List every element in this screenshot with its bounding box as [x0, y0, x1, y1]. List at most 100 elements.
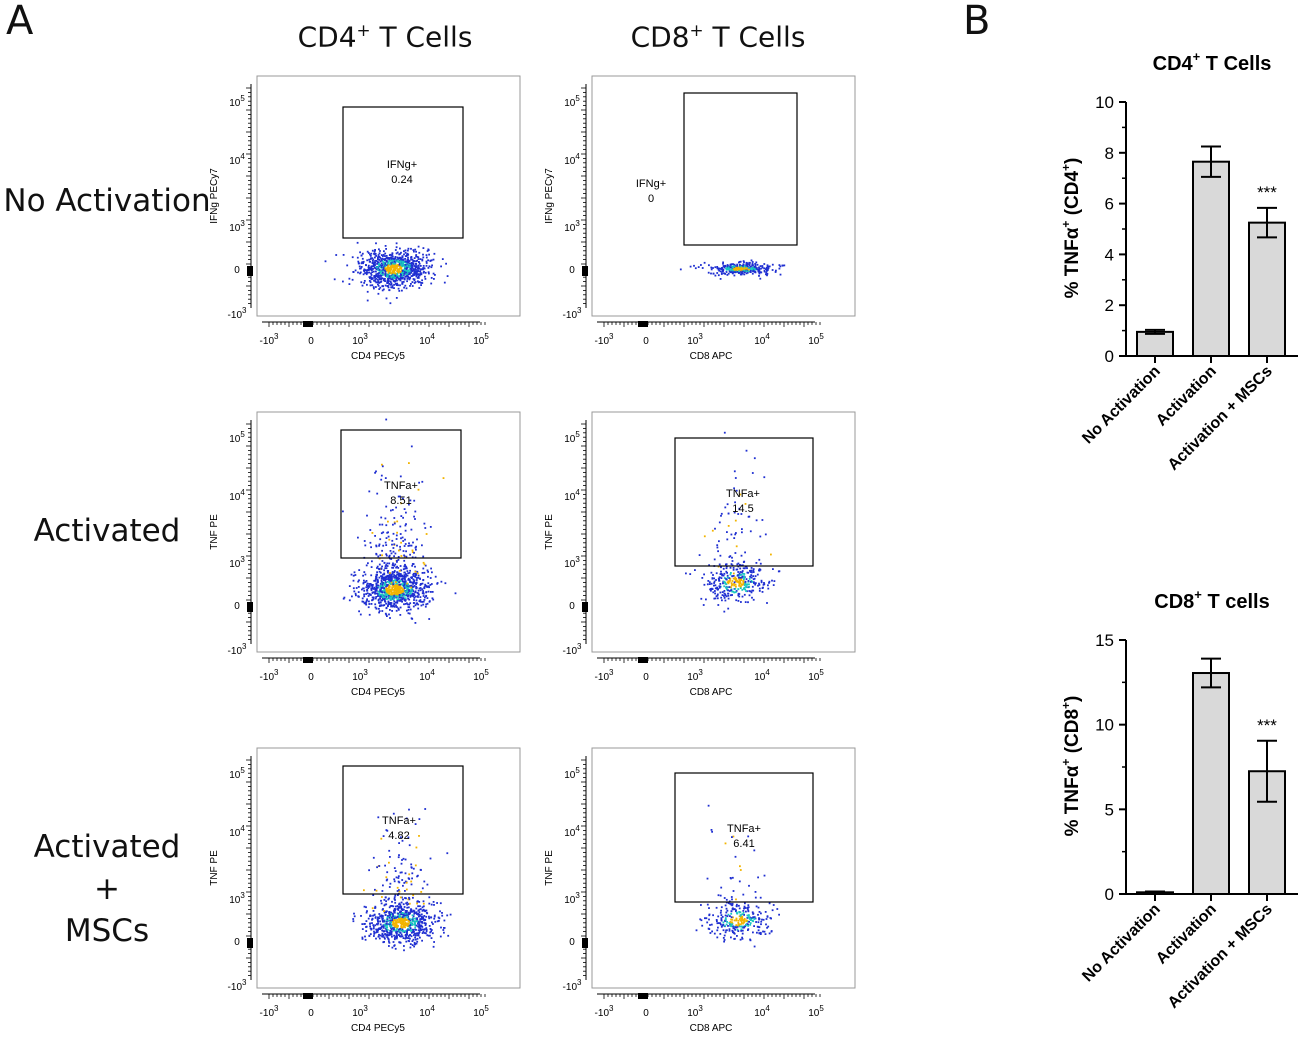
event-dot [391, 935, 393, 938]
event-dot [391, 916, 393, 919]
event-dot [391, 900, 393, 903]
event-dot [388, 272, 391, 275]
event-dot [741, 932, 744, 935]
event-dot [406, 609, 408, 612]
event-dot [401, 896, 403, 899]
event-dot [401, 536, 404, 539]
event-dot [380, 604, 383, 607]
event-dot [742, 561, 745, 563]
event-dot [746, 262, 749, 265]
event-dot [375, 589, 378, 592]
event-dot [417, 905, 419, 908]
event-dot [402, 898, 404, 901]
event-dot [391, 905, 393, 907]
event-dot [424, 808, 427, 810]
event-dot [384, 593, 387, 596]
event-dot [380, 262, 383, 265]
event-dot [710, 582, 713, 585]
event-dot [740, 601, 742, 603]
event-dot [387, 264, 390, 266]
event-dot [719, 923, 722, 926]
event-dot [409, 943, 412, 945]
event-dot [387, 520, 389, 523]
event-dot [403, 271, 406, 274]
event-dot [378, 576, 381, 579]
event-dot [384, 914, 387, 916]
event-dot [375, 259, 378, 262]
event-dot [416, 934, 419, 937]
event-dot [422, 908, 425, 911]
event-dot [399, 267, 402, 269]
event-dot [398, 290, 401, 292]
event-dot [402, 568, 405, 571]
event-dot [440, 265, 442, 268]
event-dot [412, 262, 415, 265]
event-dot [378, 611, 380, 614]
event-dot [411, 914, 414, 917]
event-dot [417, 921, 420, 924]
event-dot [389, 919, 392, 922]
event-dot [373, 265, 375, 267]
event-dot [380, 278, 383, 280]
event-dot [712, 267, 714, 269]
event-dot [730, 572, 732, 574]
event-dot [746, 265, 749, 268]
event-dot [429, 934, 431, 937]
event-dot [372, 894, 375, 896]
event-dot [396, 520, 399, 523]
event-dot [733, 271, 736, 274]
event-dot [759, 265, 762, 267]
x-tick-label: -103 [595, 1004, 614, 1019]
event-dot [417, 488, 420, 491]
event-dot [443, 919, 446, 922]
event-dot [422, 931, 425, 933]
event-dot [360, 267, 362, 270]
event-dot [771, 909, 774, 912]
event-dot [722, 261, 724, 264]
x-tick-label: 105 [808, 332, 824, 347]
event-dot [391, 509, 394, 511]
significance-label: *** [1257, 183, 1277, 202]
event-dot [400, 578, 403, 581]
event-dot [408, 808, 410, 811]
event-dot [396, 274, 399, 277]
event-dot [443, 281, 446, 284]
event-dot [399, 580, 402, 583]
y-tick-label: 105 [229, 430, 245, 445]
event-dot [379, 588, 382, 591]
event-dot [392, 913, 394, 916]
event-dot [389, 617, 391, 619]
event-dot [393, 555, 395, 558]
event-dot [419, 596, 422, 598]
event-dot [413, 922, 416, 924]
event-dot [409, 937, 411, 940]
event-dot [427, 575, 429, 578]
event-dot [428, 272, 430, 275]
event-dot [386, 574, 389, 577]
event-dot [385, 544, 388, 546]
event-dot [388, 586, 390, 589]
event-dot [385, 505, 388, 508]
event-dot [397, 577, 400, 579]
event-dot [742, 572, 744, 575]
event-dot [408, 598, 411, 601]
event-dot [403, 603, 405, 606]
event-dot [393, 911, 396, 914]
event-dot [397, 287, 400, 290]
event-dot [425, 915, 428, 918]
event-dot [333, 278, 336, 281]
row-label-activated: Activated [33, 513, 181, 549]
event-dot [729, 915, 731, 917]
event-dot [357, 271, 359, 274]
event-dot [392, 260, 395, 262]
event-dot [742, 266, 744, 268]
event-dot [408, 263, 411, 266]
event-dot [364, 269, 367, 272]
event-dot [386, 924, 388, 926]
event-dot [383, 569, 385, 572]
event-dot [406, 590, 409, 593]
event-dot [382, 925, 385, 928]
event-dot [744, 583, 746, 586]
event-dot [343, 596, 346, 599]
event-dot [406, 271, 409, 274]
